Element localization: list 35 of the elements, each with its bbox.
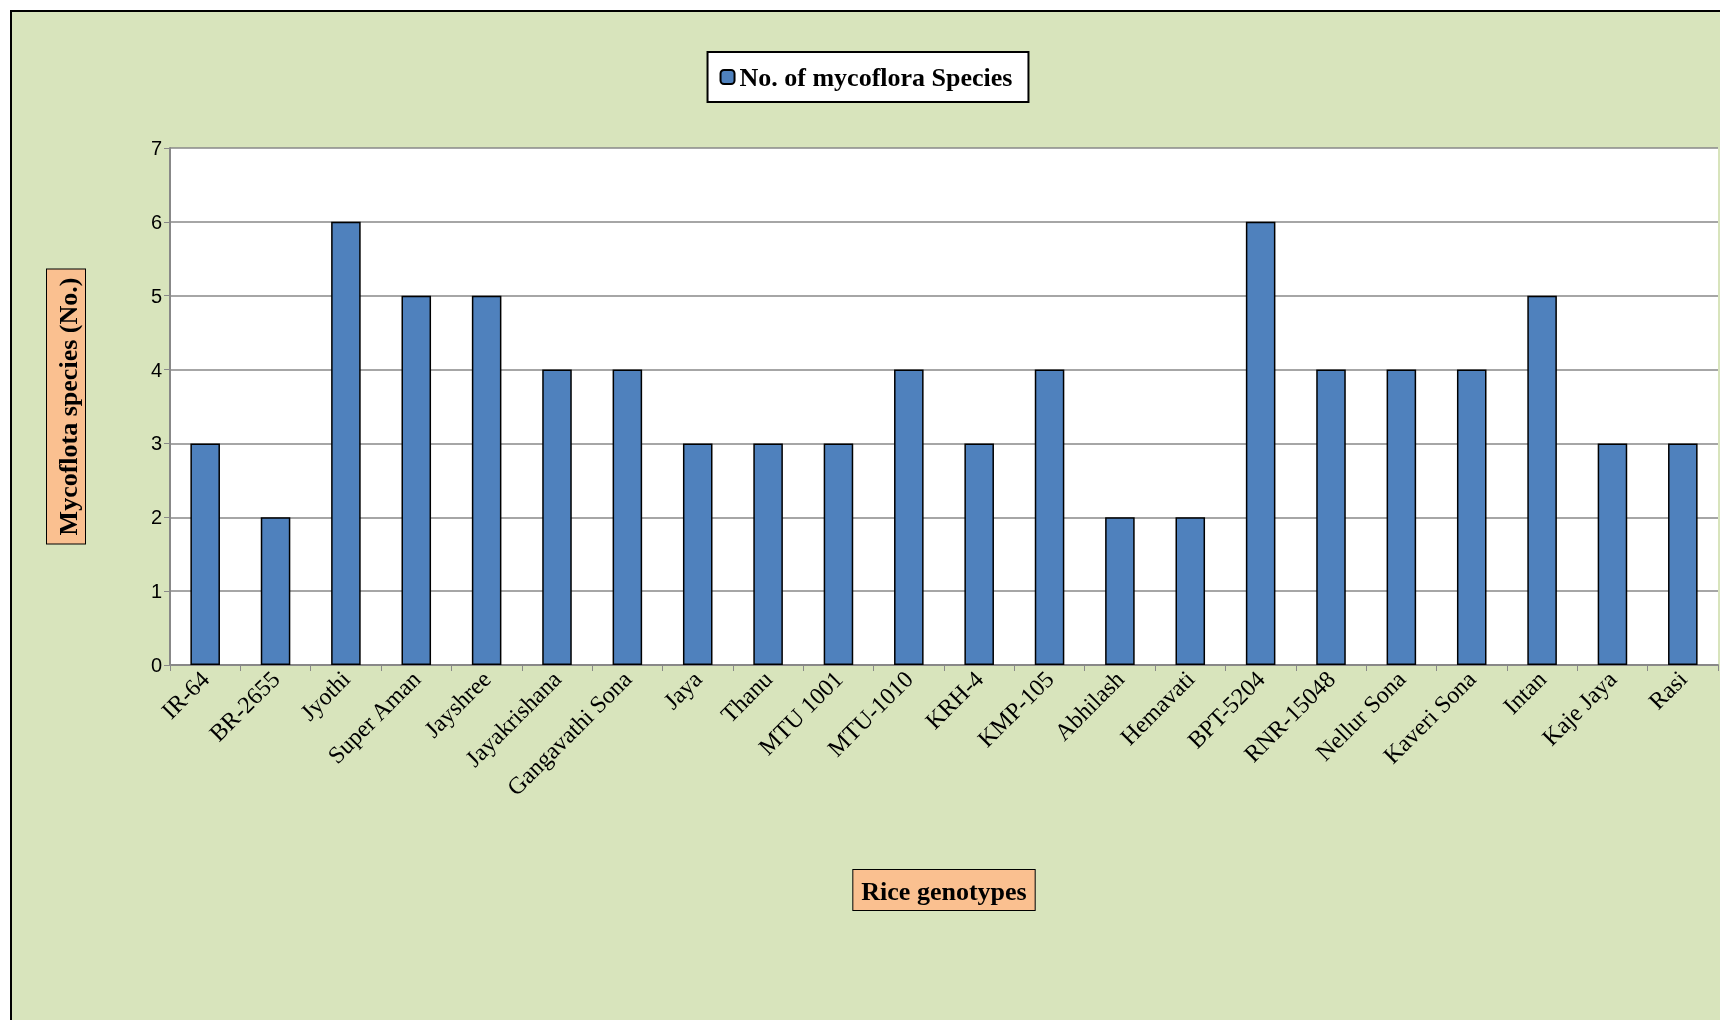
bar <box>1245 221 1276 665</box>
y-tick-label: 5 <box>150 284 162 307</box>
bar <box>1597 443 1628 665</box>
bar <box>612 369 643 665</box>
bar <box>1316 369 1346 665</box>
x-tick-label: Rasi <box>1643 665 1693 715</box>
bar <box>823 443 854 665</box>
bar <box>260 517 291 665</box>
bar <box>331 221 361 665</box>
bar <box>1668 443 1698 665</box>
y-tick-label: 3 <box>150 432 162 455</box>
y-tick-label: 1 <box>150 580 162 603</box>
bar <box>1527 295 1557 665</box>
bar <box>1175 517 1206 665</box>
bar <box>1034 369 1065 665</box>
x-tick-label: Jaya <box>658 665 708 715</box>
bar <box>753 443 783 665</box>
x-axis-title: Rice genotypes <box>861 876 1027 906</box>
bar <box>1105 517 1135 665</box>
bar <box>964 443 994 665</box>
bar <box>1386 369 1417 665</box>
bar <box>401 295 432 665</box>
bar <box>471 295 502 665</box>
y-tick-label: 2 <box>150 506 162 529</box>
bar <box>682 443 713 665</box>
y-tick-label: 6 <box>150 210 162 233</box>
bar <box>542 369 572 665</box>
bar <box>190 443 220 665</box>
bar <box>894 369 924 665</box>
y-tick-label: 4 <box>150 358 162 381</box>
bar <box>1456 369 1487 665</box>
y-axis-title: Mycoflota species (No.) <box>53 277 83 536</box>
y-tick-label: 0 <box>150 654 162 676</box>
y-tick-label: 7 <box>150 137 162 159</box>
legend-label: No. of mycoflora Species <box>739 62 1013 92</box>
